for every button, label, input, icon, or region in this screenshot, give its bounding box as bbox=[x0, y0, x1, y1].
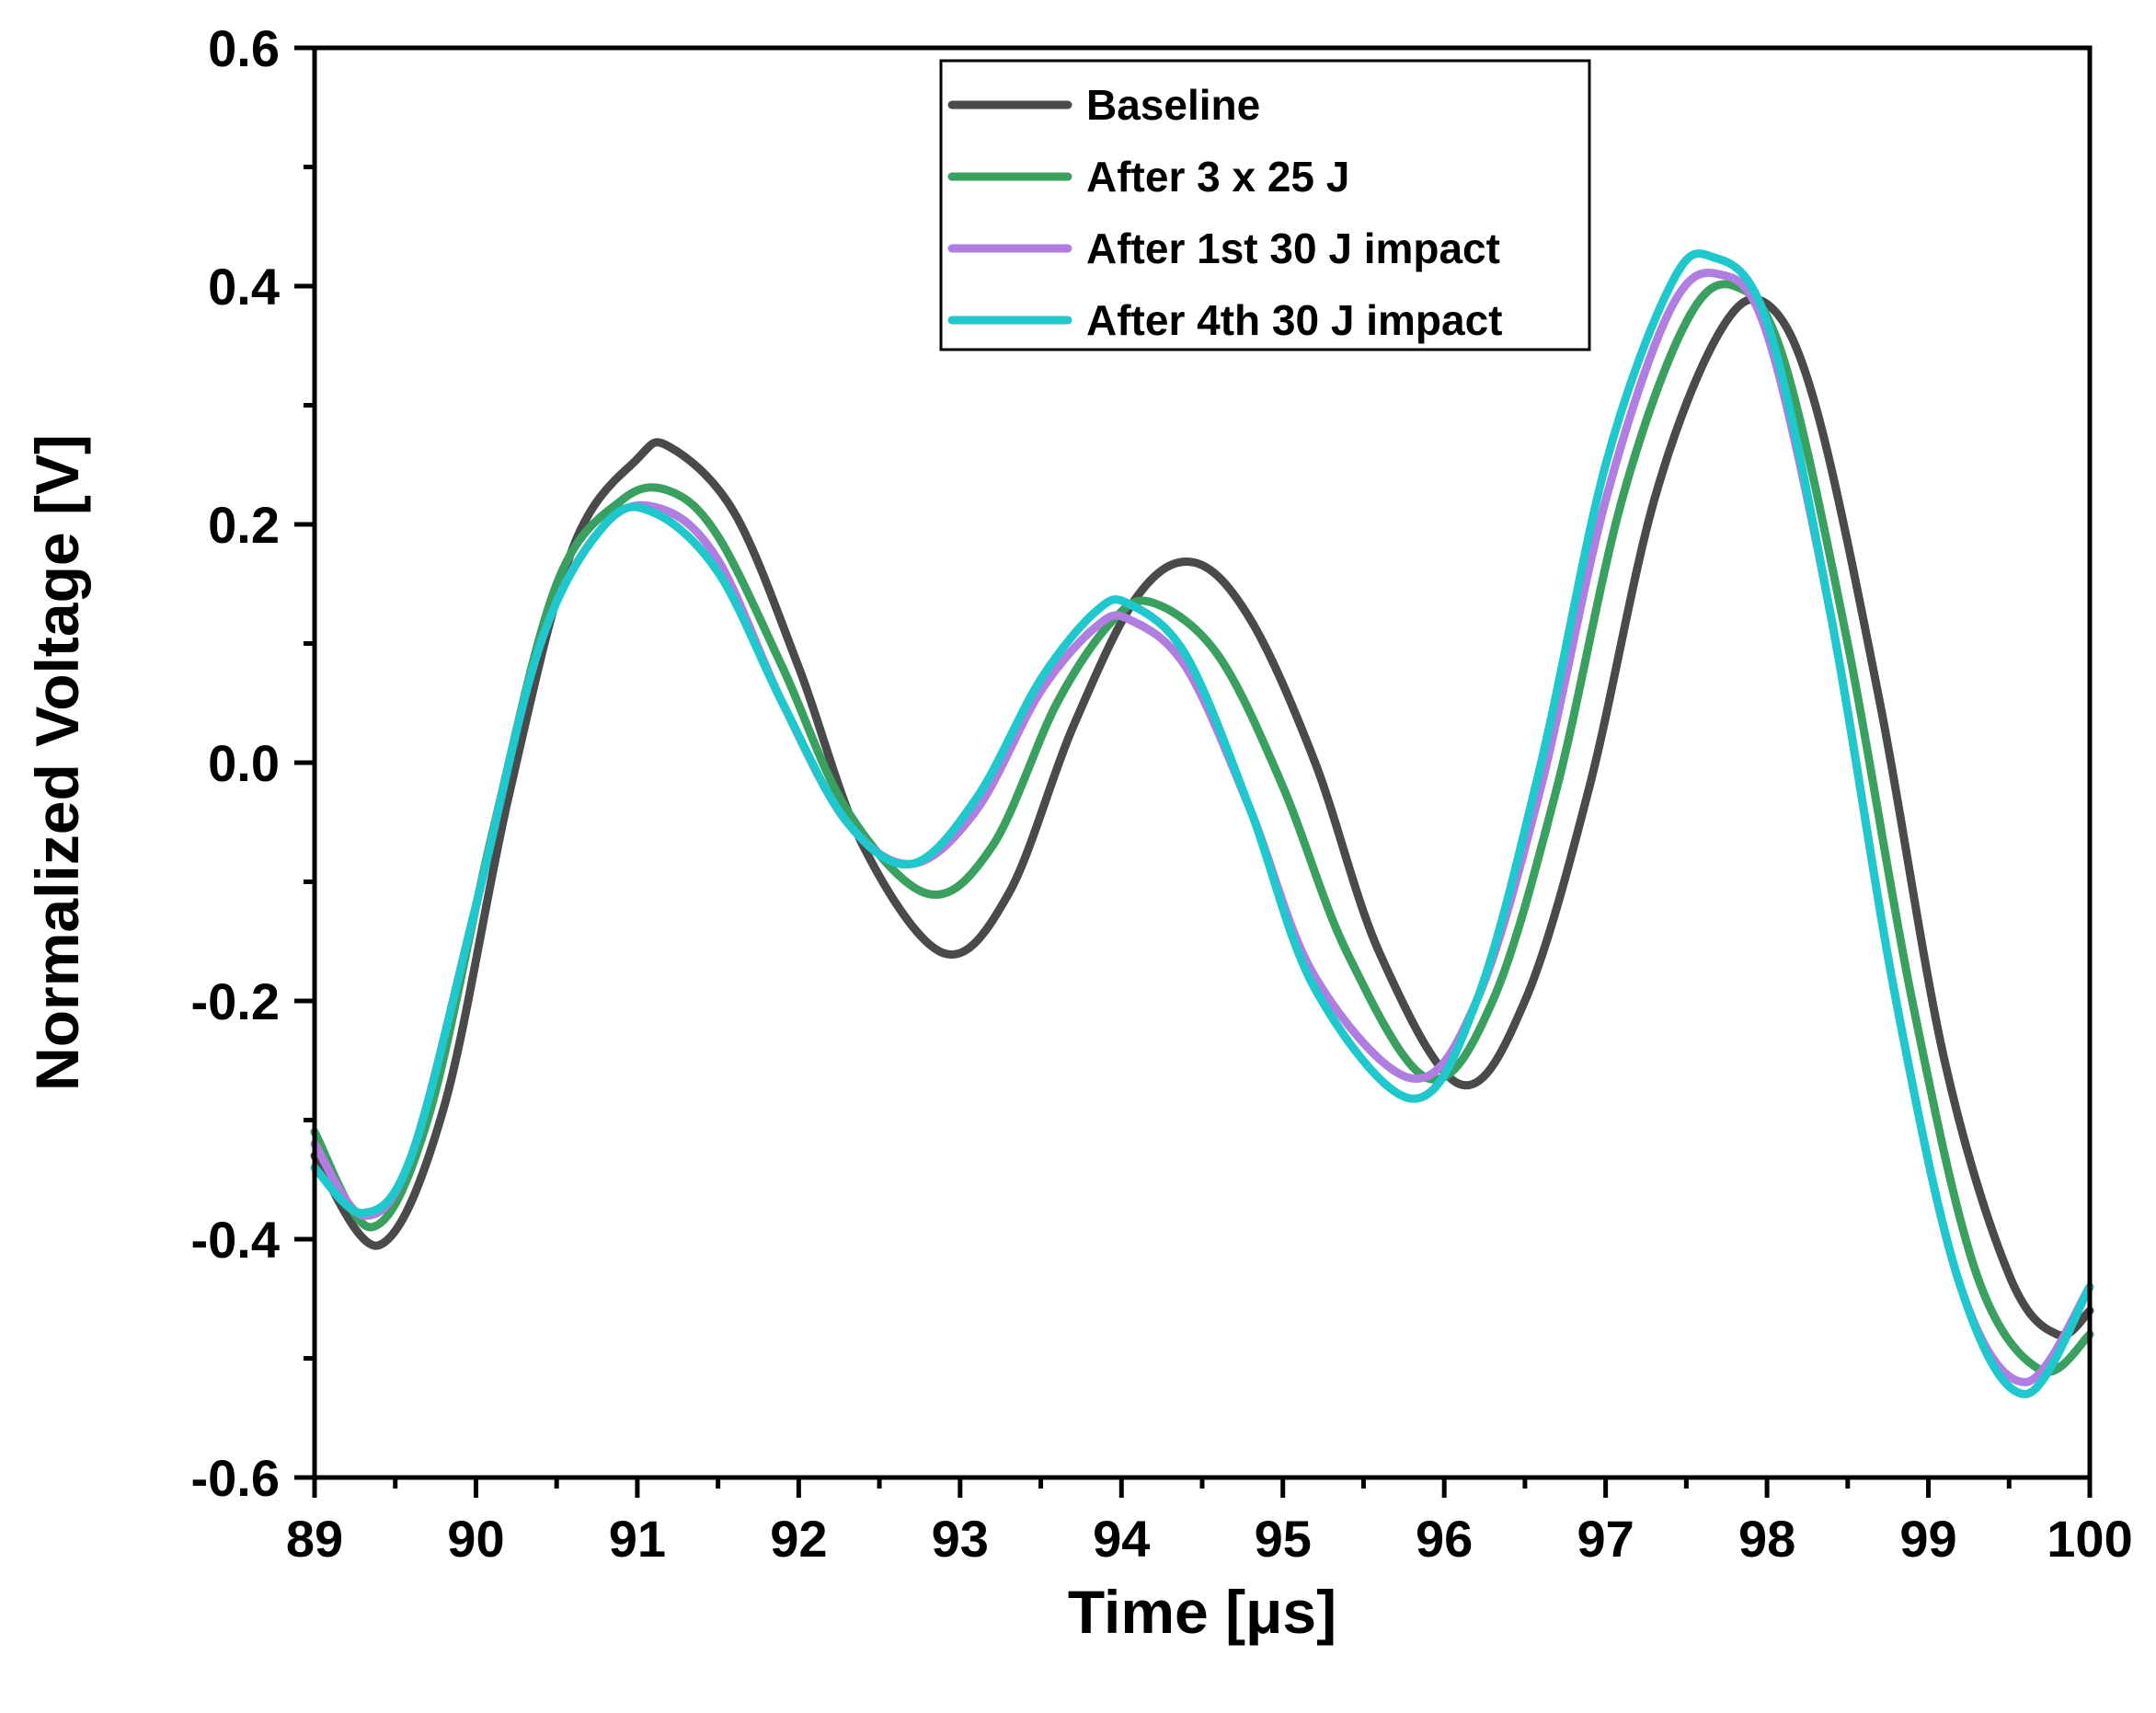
x-tick-label: 97 bbox=[1577, 1510, 1634, 1568]
y-tick-label: -0.6 bbox=[191, 1449, 281, 1507]
series-line-4 bbox=[310, 249, 2094, 1398]
y-tick-label: -0.4 bbox=[191, 1211, 281, 1269]
x-tick-label: 95 bbox=[1255, 1510, 1312, 1568]
y-tick-label: 0.2 bbox=[208, 496, 280, 554]
x-tick-label: 99 bbox=[1899, 1510, 1956, 1568]
legend-label-2: After 3 x 25 J bbox=[1086, 153, 1349, 201]
legend: Baseline After 3 x 25 J After 1st 30 J imp… bbox=[939, 59, 1591, 351]
y-tick-label: 0.4 bbox=[208, 258, 280, 316]
x-tick-label: 90 bbox=[447, 1510, 504, 1568]
y-tick-label: 0.0 bbox=[208, 734, 280, 792]
x-tick-label: 98 bbox=[1738, 1510, 1795, 1568]
x-tick-label: 100 bbox=[2047, 1510, 2132, 1568]
x-tick-label: 94 bbox=[1093, 1510, 1150, 1568]
y-tick-label: 0.6 bbox=[208, 19, 280, 77]
x-tick-label: 89 bbox=[286, 1510, 343, 1568]
y-axis-title: Normalized Voltage [V] bbox=[23, 434, 91, 1091]
legend-label-1: Baseline bbox=[1086, 81, 1260, 129]
x-tick-label: 96 bbox=[1416, 1510, 1473, 1568]
x-tick-label: 93 bbox=[932, 1510, 989, 1568]
y-tick-label: -0.2 bbox=[191, 972, 281, 1030]
legend-label-4: After 4th 30 J impact bbox=[1086, 296, 1502, 344]
series-line-1 bbox=[310, 294, 2094, 1339]
x-tick-label: 92 bbox=[770, 1510, 827, 1568]
x-tick-label: 91 bbox=[609, 1510, 666, 1568]
legend-label-3: After 1st 30 J impact bbox=[1086, 224, 1500, 272]
ticks-layer: 89 90 91 92 93 94 95 96 97 98 99 100 -0.6 -0.4 -0.2 0.0… bbox=[191, 19, 2133, 1568]
series-layer bbox=[310, 249, 2094, 1398]
series-line-2 bbox=[310, 280, 2094, 1376]
x-axis-title: Time [μs] bbox=[1068, 1578, 1336, 1646]
